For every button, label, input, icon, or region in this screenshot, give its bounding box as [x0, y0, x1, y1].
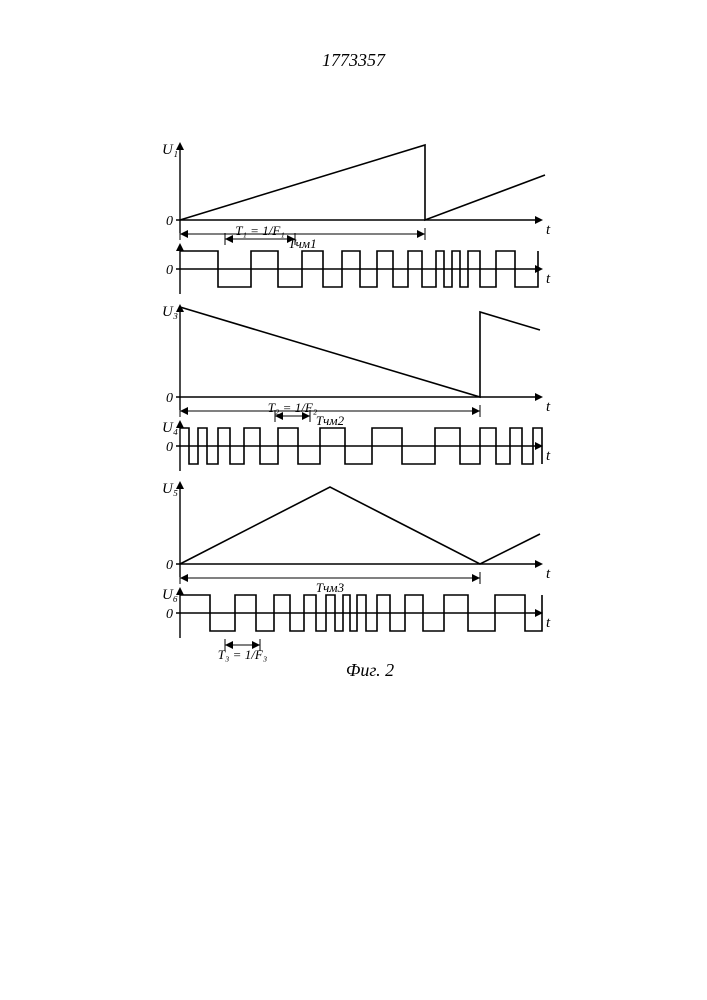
document-number: 1773357 — [322, 50, 385, 71]
origin-label: 0 — [166, 391, 173, 406]
waveform — [180, 307, 540, 397]
figure-caption: Фиг. 2 — [346, 660, 394, 680]
panel-u5: U₅ 0 t Tчм3 — [162, 481, 551, 595]
y-axis-label: U₃ — [162, 304, 178, 320]
panel-u6: U₆ 0 t T₃ = 1/F₃ — [162, 587, 551, 662]
origin-label: 0 — [166, 607, 173, 622]
x-axis-label: t — [546, 399, 551, 415]
svg-text:Tчм3: Tчм3 — [316, 580, 345, 595]
y-axis-label: U₆ — [162, 587, 178, 603]
y-axis-label: U₁ — [162, 142, 178, 158]
waveform — [180, 145, 545, 220]
origin-label: 0 — [166, 214, 173, 229]
panel-u3: U₃ 0 t Tчм2 — [162, 304, 551, 428]
origin-label: 0 — [166, 263, 173, 278]
svg-text:Tчм2: Tчм2 — [316, 413, 345, 428]
waveform — [180, 487, 540, 564]
x-axis-label: t — [546, 566, 551, 582]
x-axis-label: t — [546, 615, 551, 631]
x-axis-label: t — [546, 271, 551, 287]
svg-text:T₃ = 1/F₃: T₃ = 1/F₃ — [218, 647, 268, 662]
y-axis-label: U₅ — [162, 481, 178, 497]
svg-text:T₂ = 1/F₂: T₂ = 1/F₂ — [268, 400, 318, 415]
svg-text:T₁ = 1/F₁: T₁ = 1/F₁ — [235, 223, 285, 238]
y-axis-label: U₄ — [162, 420, 178, 436]
x-axis-label: t — [546, 222, 551, 238]
panel-u1: U₁0tTчм1 — [162, 142, 551, 251]
x-axis-label: t — [546, 448, 551, 464]
origin-label: 0 — [166, 440, 173, 455]
figure-area: U₁0tTчм10tT₁ = 1/F₁U₃0tTчм2U₄0tT₂ = 1/F₂… — [140, 140, 560, 820]
origin-label: 0 — [166, 558, 173, 573]
